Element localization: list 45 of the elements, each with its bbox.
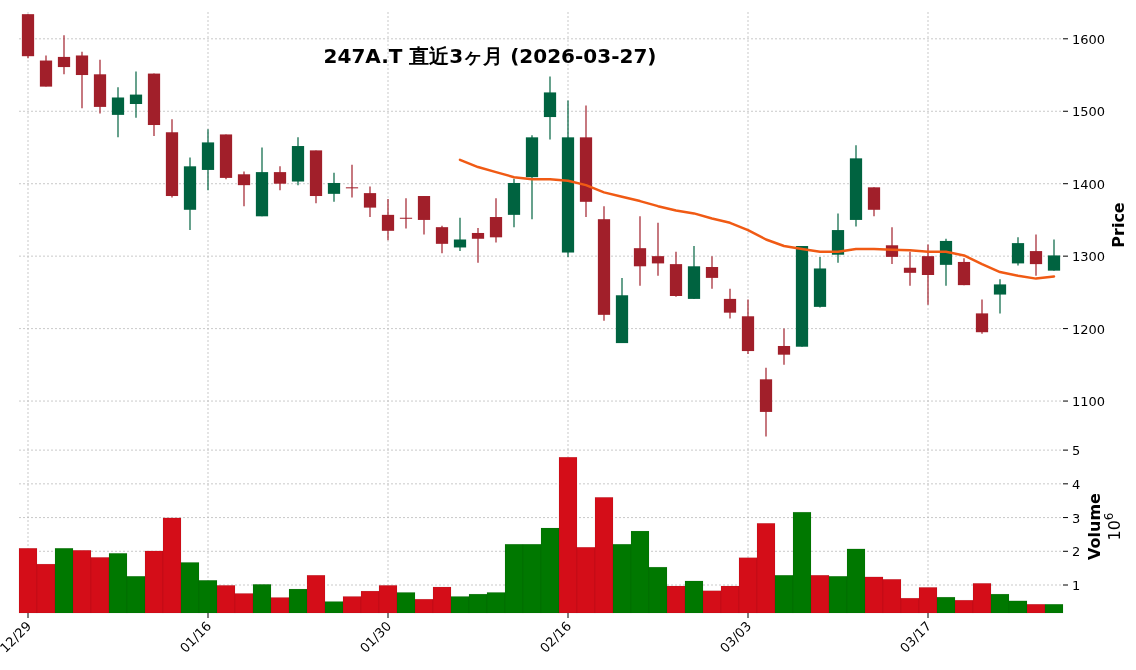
candlestick: [327, 172, 341, 203]
y-tick-label: 1300: [1072, 249, 1106, 265]
candlestick: [1011, 236, 1025, 267]
y-tick-label: 3: [1072, 510, 1081, 526]
candlestick: [273, 165, 287, 191]
candlestick: [75, 51, 89, 109]
candlestick: [957, 257, 971, 286]
candlestick: [867, 186, 881, 217]
candlestick: [399, 197, 413, 230]
y-tick-label: 1100: [1072, 394, 1106, 410]
candlestick: [1029, 233, 1043, 277]
candlestick: [921, 243, 935, 306]
y-tick-label: 5: [1072, 443, 1081, 459]
candlestick: [993, 278, 1007, 314]
candlestick: [777, 328, 791, 366]
candlestick: [489, 197, 503, 243]
y-axis-title: Price: [1109, 202, 1128, 248]
candlestick: [345, 164, 359, 199]
y-tick-label: 1600: [1072, 31, 1106, 47]
text: 247A.T 直近3ヶ月 (2026-03-27): [323, 44, 657, 68]
candlestick: [705, 255, 719, 290]
candlestick: [129, 70, 143, 119]
y-tick-label: 1400: [1072, 176, 1106, 192]
y-tick-label: 1200: [1072, 321, 1106, 337]
candlestick: [57, 34, 71, 75]
candlestick: [975, 299, 989, 335]
y-tick-label: 1: [1072, 578, 1081, 594]
candlestick: [651, 222, 665, 277]
line-series: [458, 158, 1056, 280]
candlestick: [417, 195, 431, 236]
y-axis-title: Volume: [1085, 492, 1104, 560]
y-tick-label: 2: [1072, 544, 1081, 560]
y-tick-label: 4: [1072, 476, 1081, 492]
candlestick: [111, 86, 125, 138]
candlestick: [633, 215, 647, 287]
candlestick: [1047, 238, 1061, 272]
candlestick: [471, 227, 485, 264]
candlestick: [903, 251, 917, 287]
candlestick: [435, 225, 449, 254]
candlestick: [723, 288, 737, 320]
candlestick: [237, 170, 251, 207]
candlestick: [381, 198, 395, 241]
y-tick-label: 1500: [1072, 104, 1106, 120]
candlestick: [453, 217, 467, 252]
candlestick: [363, 186, 377, 218]
